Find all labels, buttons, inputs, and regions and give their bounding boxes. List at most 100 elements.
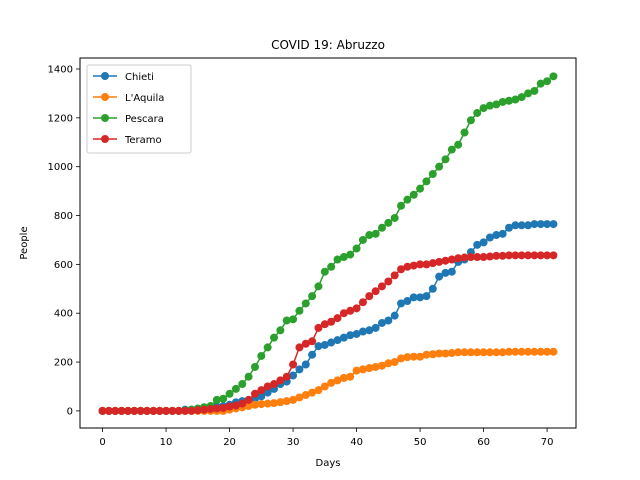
data-point-chieti: [257, 392, 266, 401]
data-point-pescara: [524, 89, 533, 98]
data-point-pescara: [479, 104, 488, 113]
data-point-l-aquila: [257, 400, 266, 409]
data-point-chieti: [549, 220, 558, 229]
data-point-l-aquila: [250, 400, 259, 409]
data-point-chieti: [505, 223, 513, 232]
data-point-pescara: [352, 244, 361, 253]
data-point-chieti: [416, 293, 425, 302]
data-point-pescara: [270, 333, 279, 342]
data-point-pescara: [250, 362, 259, 371]
data-point-chieti: [435, 272, 444, 281]
data-point-pescara: [492, 100, 501, 109]
data-point-teramo: [263, 382, 272, 391]
data-point-pescara: [466, 116, 475, 125]
data-point-pescara: [212, 395, 221, 404]
data-point-teramo: [524, 251, 533, 260]
data-point-chieti: [447, 267, 456, 276]
data-point-teramo: [168, 406, 177, 415]
data-point-l-aquila: [282, 397, 291, 406]
data-point-teramo: [530, 251, 539, 260]
data-point-pescara: [238, 380, 247, 389]
data-point-chieti: [384, 316, 393, 325]
data-point-teramo: [428, 259, 437, 268]
data-point-teramo: [485, 252, 494, 261]
data-point-teramo: [409, 261, 418, 270]
data-point-pescara: [505, 96, 513, 105]
data-point-l-aquila: [314, 386, 323, 395]
data-point-l-aquila: [352, 366, 361, 375]
data-point-pescara: [219, 394, 228, 403]
data-point-chieti: [403, 297, 412, 305]
data-point-l-aquila: [263, 399, 272, 408]
data-point-l-aquila: [295, 393, 304, 402]
data-point-chieti: [473, 240, 482, 249]
data-point-teramo: [466, 253, 475, 262]
data-point-pescara: [327, 262, 336, 271]
data-point-teramo: [104, 406, 113, 415]
y-tick-label: 1000: [48, 162, 73, 173]
data-point-teramo: [181, 406, 190, 415]
data-point-teramo: [371, 287, 380, 296]
legend-item-pescara: Pescara: [93, 114, 164, 125]
data-point-pescara: [295, 306, 304, 315]
data-point-chieti: [498, 229, 507, 238]
data-point-teramo: [130, 406, 139, 415]
data-point-pescara: [358, 235, 367, 244]
data-point-chieti: [308, 350, 317, 359]
data-point-pescara: [428, 170, 437, 179]
legend-label: Pescara: [125, 114, 164, 125]
data-point-chieti: [358, 327, 367, 336]
data-point-teramo: [505, 251, 513, 260]
legend-item-l-aquila: L'Aquila: [93, 93, 164, 104]
data-point-chieti: [511, 221, 520, 230]
data-point-pescara: [454, 140, 463, 149]
data-point-pescara: [441, 155, 450, 164]
data-point-chieti: [485, 233, 494, 242]
data-point-pescara: [543, 77, 552, 86]
plot-area: [98, 72, 558, 415]
data-point-teramo: [162, 406, 171, 415]
data-point-pescara: [308, 292, 317, 301]
x-tick-label: 60: [477, 437, 490, 448]
data-point-teramo: [250, 389, 259, 398]
data-point-chieti: [377, 318, 386, 327]
data-point-pescara: [244, 372, 253, 381]
y-tick-label: 400: [54, 309, 73, 320]
x-axis: 0 10 20 30 40 50 60 70: [99, 428, 553, 448]
data-point-l-aquila: [244, 402, 253, 411]
data-point-pescara: [289, 315, 298, 324]
data-point-teramo: [473, 253, 482, 262]
data-point-l-aquila: [320, 382, 329, 391]
data-point-teramo: [416, 260, 425, 269]
data-point-pescara: [435, 162, 444, 171]
data-point-pescara: [460, 128, 469, 137]
data-point-teramo: [136, 406, 145, 415]
data-point-teramo: [174, 406, 183, 415]
data-point-chieti: [352, 329, 361, 338]
data-point-pescara: [536, 79, 545, 88]
data-point-l-aquila: [346, 372, 355, 381]
data-point-chieti: [365, 326, 374, 335]
data-point-teramo: [123, 406, 132, 415]
data-point-l-aquila: [536, 347, 545, 356]
data-point-chieti: [339, 333, 348, 342]
data-point-teramo: [377, 282, 386, 291]
data-point-chieti: [492, 231, 501, 240]
data-point-pescara: [282, 316, 291, 325]
data-point-teramo: [543, 251, 552, 260]
data-point-pescara: [333, 255, 342, 264]
data-point-l-aquila: [390, 358, 399, 367]
data-point-l-aquila: [549, 347, 558, 356]
data-point-teramo: [536, 251, 545, 260]
data-point-l-aquila: [428, 350, 437, 359]
data-point-l-aquila: [397, 354, 406, 363]
y-tick-label: 200: [54, 358, 73, 369]
data-point-pescara: [473, 108, 482, 117]
series-l-aquila: [98, 347, 558, 415]
data-point-l-aquila: [505, 347, 513, 356]
data-point-chieti: [543, 220, 552, 229]
data-point-pescara: [339, 253, 348, 262]
data-point-l-aquila: [543, 347, 552, 356]
y-axis: 0 200 400 600 800 1000 1200 1400: [48, 64, 80, 417]
legend-label: L'Aquila: [125, 93, 164, 104]
